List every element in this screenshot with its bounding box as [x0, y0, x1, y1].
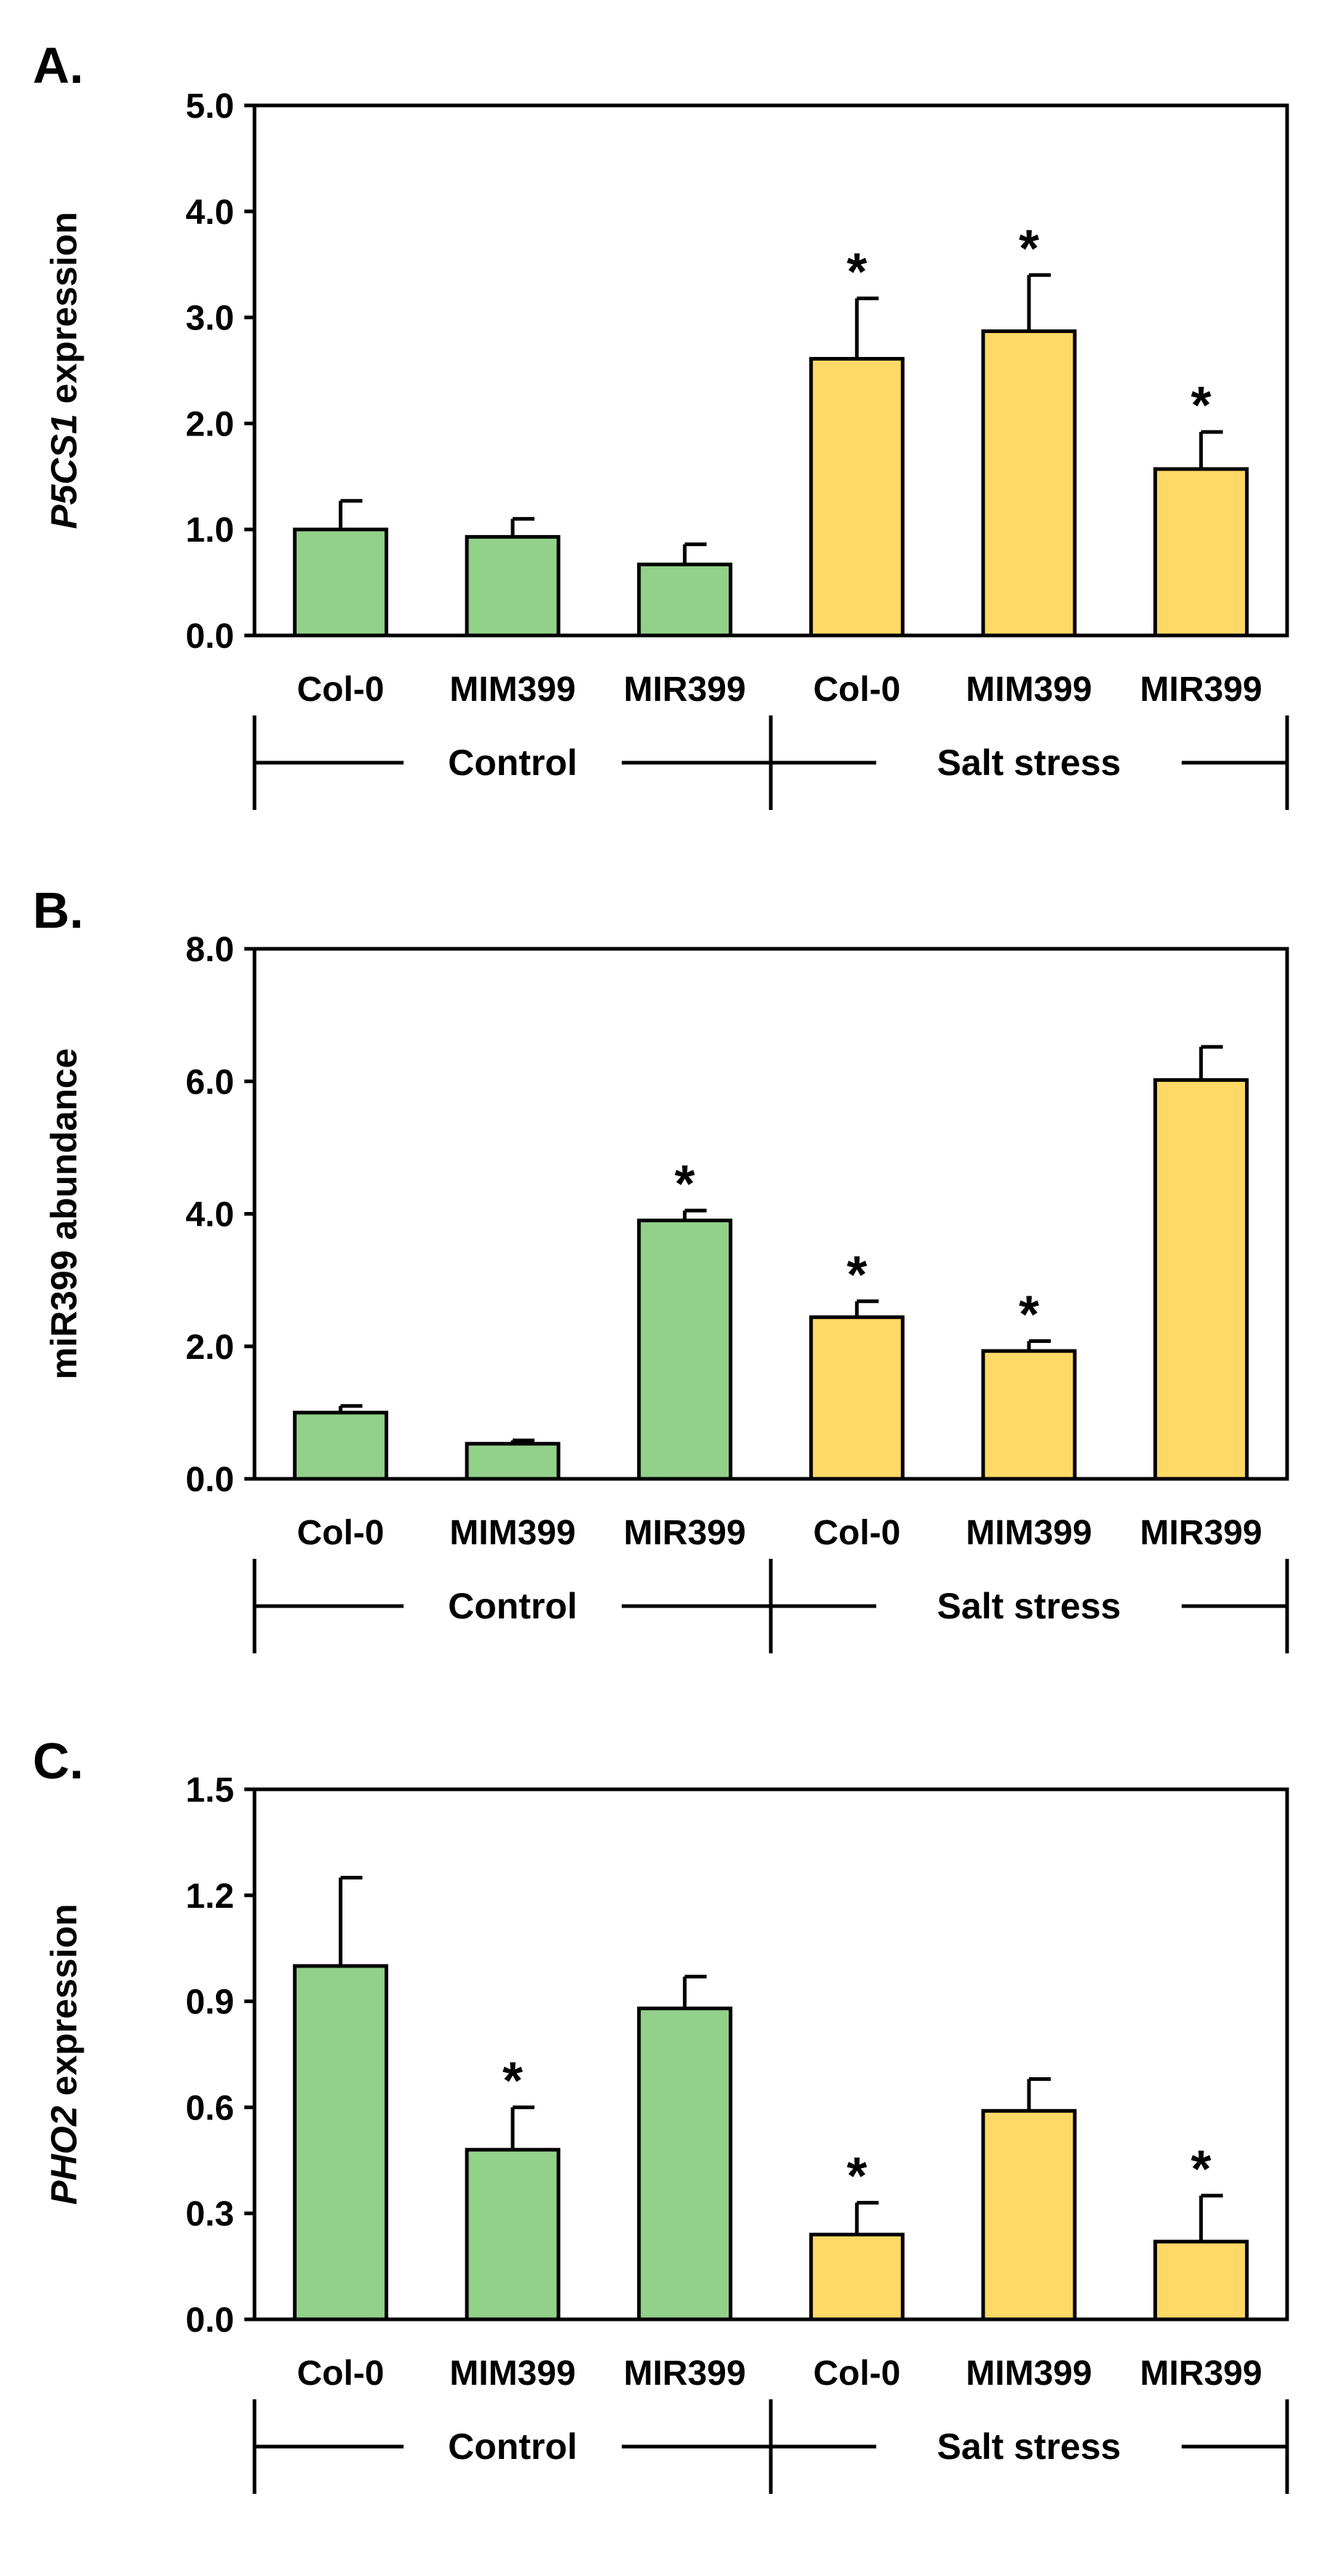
bar: [1153, 467, 1249, 638]
y-tick-label: 2.0: [185, 1328, 234, 1367]
y-tick-label: 3.0: [185, 300, 234, 338]
y-tick-label: 1.2: [185, 1877, 234, 1916]
panel-c: C. PHO2 expression 0.0 0.3 0.6 0.9 1.2 1.5 Col-0…: [33, 1733, 1289, 2494]
bar: [981, 1349, 1077, 1481]
bar: [809, 356, 905, 638]
y-tick-label: 1.0: [185, 511, 234, 550]
y-tick-label: 2.0: [185, 405, 234, 444]
plot-frame: [252, 103, 1289, 638]
category-label: Col-0: [297, 670, 384, 709]
y-axis-label: miR399 abundance: [44, 1048, 84, 1380]
bar: [465, 1442, 561, 1481]
y-axis-label-text: expression: [44, 1903, 84, 2106]
y-axis-label: P5CS1 expression: [44, 212, 84, 529]
category-label: MIM399: [966, 670, 1091, 709]
plot-frame: [252, 947, 1289, 1481]
significance-star: *: [502, 2052, 523, 2110]
significance-star: *: [846, 2148, 867, 2206]
panel-label: B.: [33, 882, 84, 939]
bar: [637, 562, 733, 638]
category-label: MIM399: [966, 1514, 1091, 1552]
significance-star: *: [1191, 377, 1211, 435]
bar: [292, 527, 388, 638]
y-axis-label-gene: PHO2: [44, 2106, 84, 2204]
y-tick-label: 0.0: [185, 617, 234, 656]
group-label: Control: [448, 1586, 577, 1626]
category-label: Col-0: [297, 1514, 384, 1552]
y-axis-label-text: expression: [44, 212, 84, 414]
category-label: Col-0: [813, 1514, 900, 1552]
group-label: Control: [448, 2426, 577, 2467]
significance-star: *: [1019, 220, 1039, 278]
category-label: MIR399: [624, 2354, 746, 2393]
bar: [1153, 1078, 1249, 1481]
group-label: Salt stress: [937, 1586, 1121, 1626]
y-tick-label: 6.0: [185, 1063, 234, 1102]
category-label: MIM399: [449, 2354, 575, 2393]
y-tick-label: 0.6: [185, 2089, 234, 2127]
group-label: Salt stress: [937, 2426, 1121, 2467]
y-axis-label: PHO2 expression: [44, 1903, 84, 2204]
y-axis-label-text: miR399 abundance: [44, 1048, 84, 1380]
bar: [981, 2108, 1077, 2322]
category-label: MIM399: [449, 1514, 575, 1552]
panel-label: C.: [33, 1733, 84, 1789]
bar: [637, 1219, 733, 1481]
group-label: Salt stress: [937, 742, 1121, 783]
category-label: MIR399: [1140, 1514, 1262, 1552]
bar: [809, 1315, 905, 1481]
y-tick-label: 0.9: [185, 1983, 234, 2022]
panel-b: B. miR399 abundance 0.0 2.0 4.0 6.0 8.0 Col-0 MI…: [33, 882, 1289, 1653]
category-label: Col-0: [813, 670, 900, 709]
panel-label: A.: [33, 37, 84, 94]
y-tick-label: 8.0: [185, 931, 234, 969]
bar: [292, 1411, 388, 1481]
panel-a: A. P5CS1 expression 0.0 1.0 2.0 3.0 4.0 5.0 Col-…: [33, 37, 1289, 810]
y-tick-label: 0.3: [185, 2195, 234, 2234]
y-tick-label: 5.0: [185, 87, 234, 126]
category-label: MIR399: [624, 1514, 746, 1552]
bar: [465, 2148, 561, 2322]
category-label: MIR399: [1140, 2354, 1262, 2393]
category-label: MIR399: [1140, 670, 1262, 709]
significance-star: *: [675, 1155, 695, 1213]
significance-star: *: [846, 1246, 867, 1304]
significance-star: *: [1019, 1285, 1039, 1344]
y-tick-label: 0.0: [185, 1461, 234, 1499]
bar: [637, 2006, 733, 2322]
bar: [292, 1964, 388, 2322]
category-label: MIR399: [624, 670, 746, 709]
category-label: Col-0: [297, 2354, 384, 2393]
bar: [1153, 2239, 1249, 2322]
category-label: Col-0: [813, 2354, 900, 2393]
y-tick-label: 1.5: [185, 1771, 234, 1810]
bar: [809, 2232, 905, 2322]
plot-frame: [252, 1787, 1289, 2322]
y-tick-label: 4.0: [185, 1196, 234, 1235]
bar: [981, 329, 1077, 638]
category-label: MIM399: [449, 670, 575, 709]
category-label: MIM399: [966, 2354, 1091, 2393]
y-axis-label-gene: P5CS1: [44, 414, 84, 529]
bar: [465, 534, 561, 638]
y-tick-label: 4.0: [185, 193, 234, 232]
y-tick-label: 0.0: [185, 2301, 234, 2340]
significance-star: *: [846, 243, 867, 301]
significance-star: *: [1191, 2140, 1211, 2199]
group-label: Control: [448, 742, 577, 783]
